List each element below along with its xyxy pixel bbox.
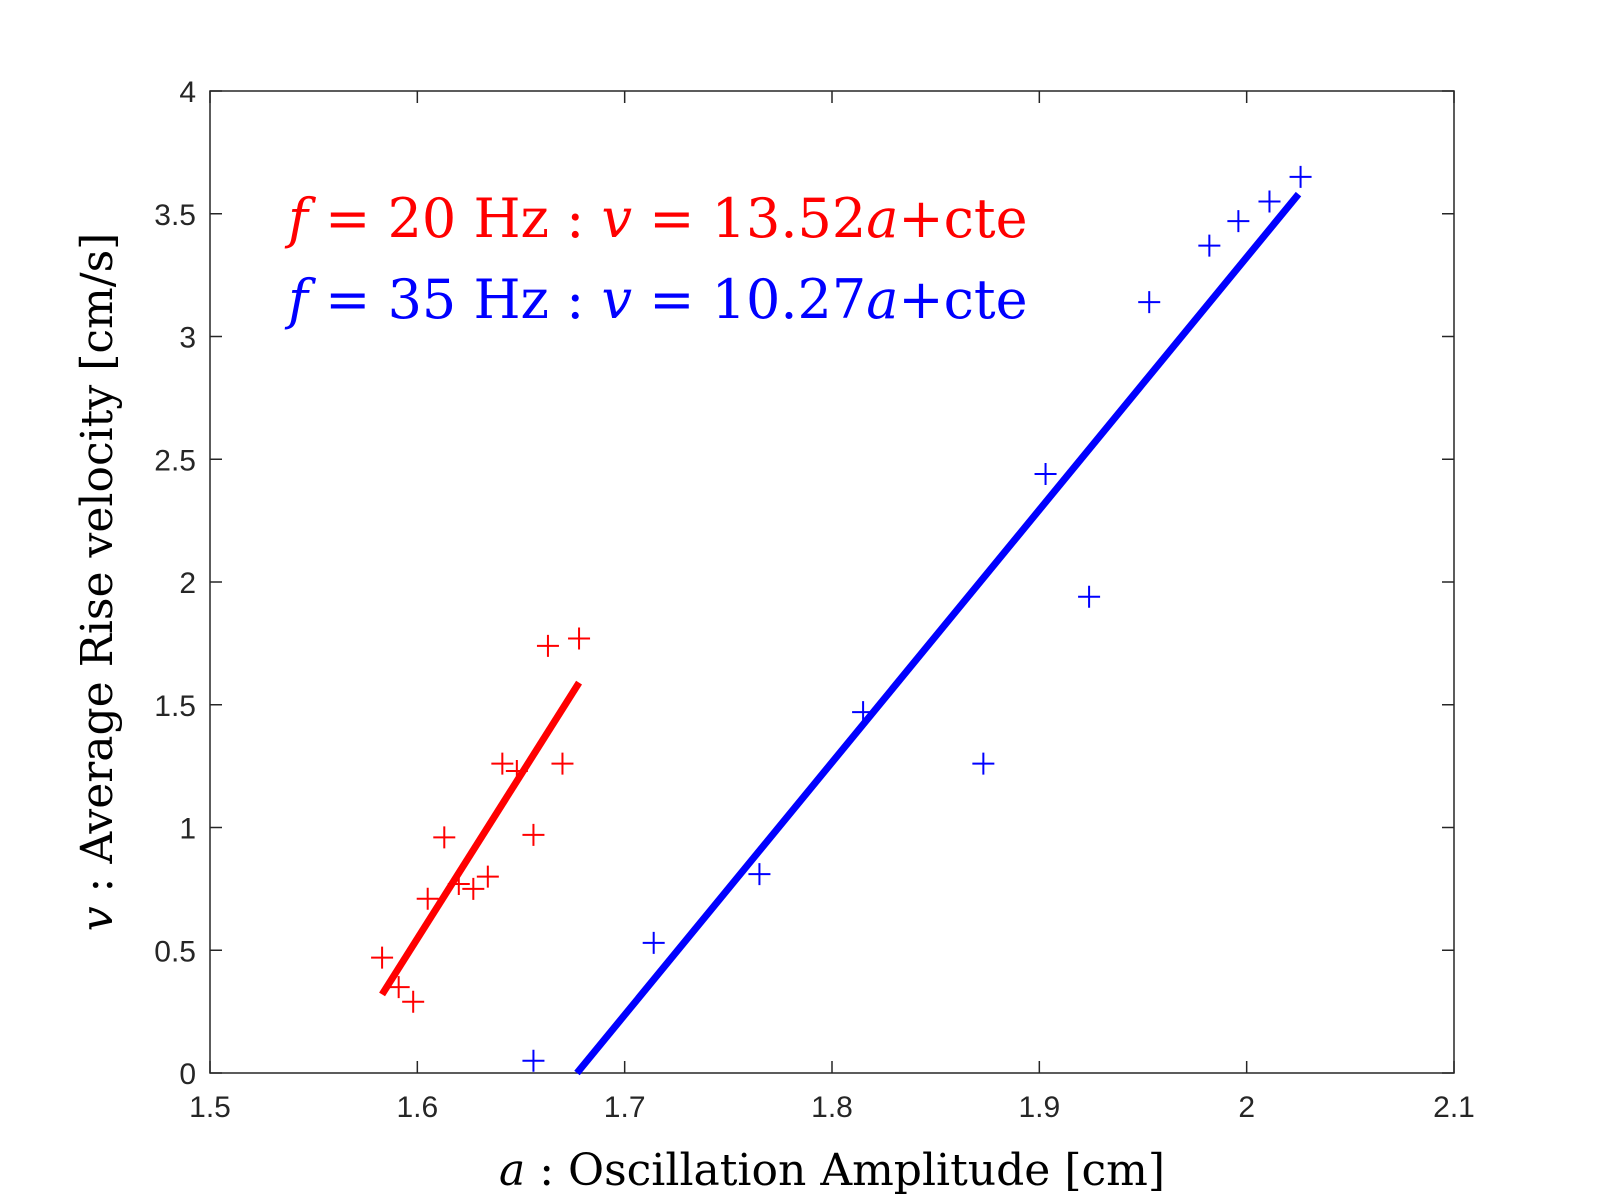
fit-line-series-1	[379, 680, 583, 997]
legend-v-symbol: v	[602, 268, 633, 331]
data-point-series-1	[402, 990, 425, 1013]
data-point-series-2	[1258, 190, 1281, 213]
legend-freq-text: = 35 Hz :	[308, 268, 602, 331]
x-axis-variable: a	[499, 1145, 525, 1196]
data-point-series-2	[1078, 585, 1101, 608]
x-axis-label-text: Oscillation Amplitude [cm]	[568, 1145, 1165, 1196]
legend-entry-20hz: f = 20 Hz : v = 13.52a+cte	[284, 187, 1028, 250]
legend-v-symbol: v	[602, 187, 633, 250]
data-point-series-1	[476, 865, 499, 888]
y-axis-title: v : Average Rise velocity [cm/s]	[72, 233, 123, 932]
x-tick-label: 2.1	[1433, 1091, 1475, 1124]
y-tick-label: 4	[179, 76, 196, 109]
data-point-series-2	[748, 863, 771, 886]
data-point-series-2	[1198, 234, 1221, 257]
data-point-series-2	[1034, 462, 1057, 485]
x-axis-title: a : Oscillation Amplitude [cm]	[499, 1145, 1165, 1196]
data-point-series-2	[1138, 291, 1161, 314]
data-point-series-1	[522, 823, 545, 846]
y-tick-label: 3.5	[154, 199, 196, 232]
data-point-series-2	[972, 752, 995, 775]
legend-entry-35hz: f = 35 Hz : v = 10.27a+cte	[284, 268, 1028, 331]
axis-ticks	[209, 90, 1455, 1074]
legend-slope-text: = 10.27	[632, 268, 866, 331]
data-point-series-1	[416, 887, 439, 910]
data-point-series-1	[491, 752, 514, 775]
equation-legend: f = 20 Hz : v = 13.52a+cte f = 35 Hz : v…	[284, 187, 1028, 331]
x-tick-label: 1.6	[396, 1091, 438, 1124]
data-point-series-1	[387, 976, 410, 999]
legend-tail-text: +cte	[898, 187, 1027, 250]
x-axis-separator: :	[525, 1145, 568, 1196]
x-tick-label: 1.8	[811, 1091, 853, 1124]
y-axis-separator: :	[72, 864, 123, 907]
data-point-series-1	[505, 760, 528, 783]
data-point-series-2	[522, 1049, 545, 1072]
data-point-series-1	[433, 826, 456, 849]
data-point-series-1	[371, 946, 394, 969]
x-tick-label: 1.5	[189, 1091, 231, 1124]
y-tick-label: 0.5	[154, 935, 196, 968]
data-point-series-1	[536, 634, 559, 657]
y-tick-label: 2.5	[154, 444, 196, 477]
data-point-series-1	[551, 752, 574, 775]
data-point-series-1	[447, 872, 470, 895]
data-point-series-2	[1289, 165, 1312, 188]
data-point-series-1	[462, 877, 485, 900]
legend-freq-text: = 20 Hz :	[308, 187, 602, 250]
x-tick-label: 2	[1238, 1091, 1255, 1124]
data-markers	[371, 165, 1312, 1072]
data-point-series-2	[852, 701, 875, 724]
y-axis-label-text: Average Rise velocity [cm/s]	[72, 233, 123, 865]
tick-labels: 1.5 1.6 1.7 1.8 1.9 2 2.1 0 0.5 1 1.5 2 2.5 3 3.5 4	[154, 76, 1475, 1124]
fit-lines	[379, 191, 1302, 1076]
y-tick-label: 0	[179, 1058, 196, 1091]
legend-a-symbol: a	[866, 268, 898, 331]
y-axis-variable: v	[72, 906, 123, 931]
y-tick-label: 1.5	[154, 690, 196, 723]
x-tick-label: 1.7	[604, 1091, 646, 1124]
data-point-series-2	[1227, 210, 1250, 233]
fit-line-series-2	[574, 191, 1302, 1076]
data-point-series-1	[568, 627, 591, 650]
y-tick-label: 3	[179, 322, 196, 355]
data-point-series-2	[642, 931, 665, 954]
legend-slope-text: = 13.52	[632, 187, 866, 250]
legend-a-symbol: a	[866, 187, 898, 250]
y-tick-label: 2	[179, 567, 196, 600]
legend-tail-text: +cte	[898, 268, 1027, 331]
x-tick-label: 1.9	[1018, 1091, 1060, 1124]
y-tick-label: 1	[179, 813, 196, 846]
